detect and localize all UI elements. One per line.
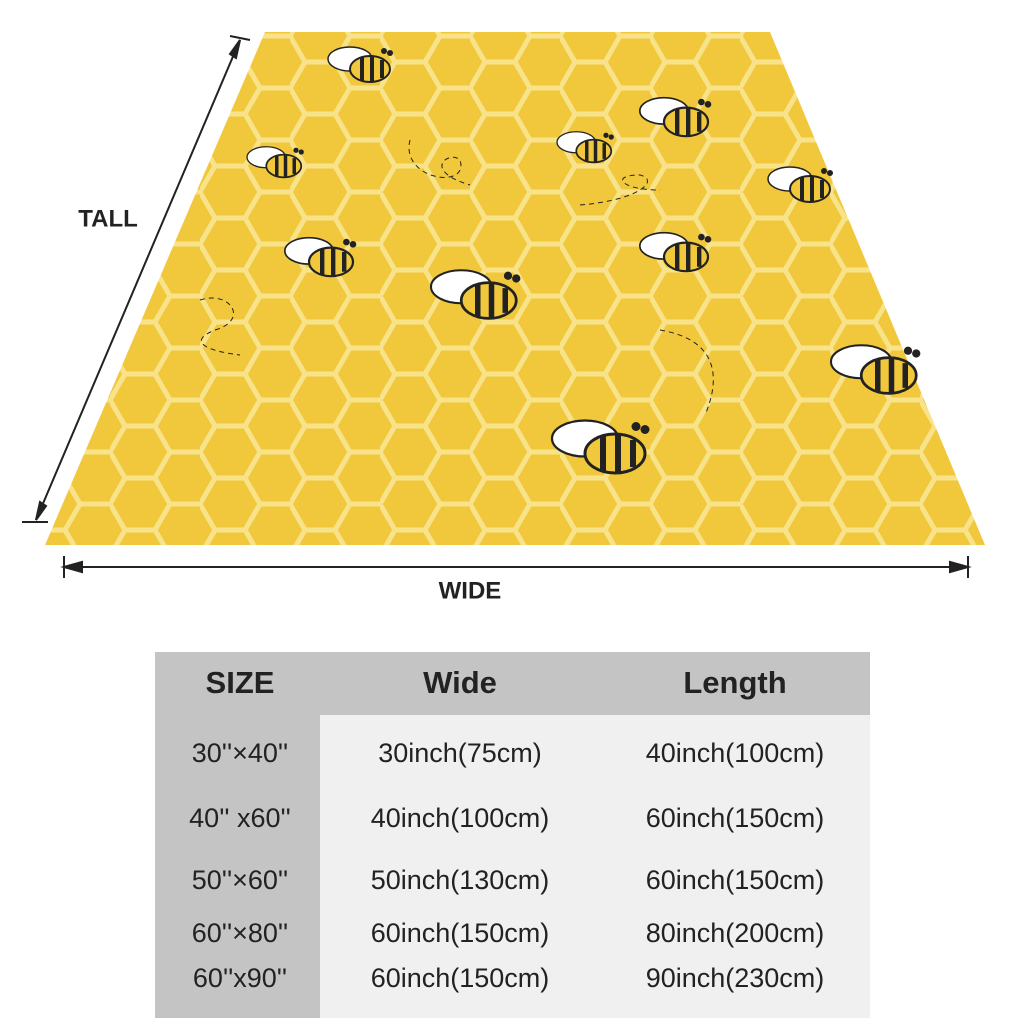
table-cell: 30inch(75cm) (378, 738, 542, 768)
wide-label: WIDE (439, 577, 502, 604)
header-cell: SIZE (206, 665, 275, 700)
size-table: SIZE Wide Length 30''×40'' 30inch(75cm) 40inc… (155, 652, 870, 1018)
table-cell: 90inch(230cm) (646, 963, 825, 993)
table-cell: 60inch(150cm) (646, 803, 825, 833)
table-cell: 30''×40'' (192, 738, 288, 768)
tall-arrow (22, 35, 251, 523)
blanket (45, 32, 985, 545)
header-cell: Length (683, 665, 786, 700)
table-cell: 40inch(100cm) (646, 738, 825, 768)
table-cell: 80inch(200cm) (646, 918, 825, 948)
table-cell: 60inch(150cm) (646, 865, 825, 895)
header-cell: Wide (423, 665, 497, 700)
table-cell: 60''x90'' (193, 963, 287, 993)
table-cell: 60inch(150cm) (371, 918, 550, 948)
table-cell: 50inch(130cm) (371, 865, 550, 895)
tall-label: TALL (78, 205, 138, 232)
wide-arrow (60, 556, 972, 578)
table-cell: 40'' x60'' (189, 803, 291, 833)
table-cell: 60''×80'' (192, 918, 288, 948)
table-cell: 40inch(100cm) (371, 803, 550, 833)
table-cell: 60inch(150cm) (371, 963, 550, 993)
table-cell: 50''×60'' (192, 865, 288, 895)
